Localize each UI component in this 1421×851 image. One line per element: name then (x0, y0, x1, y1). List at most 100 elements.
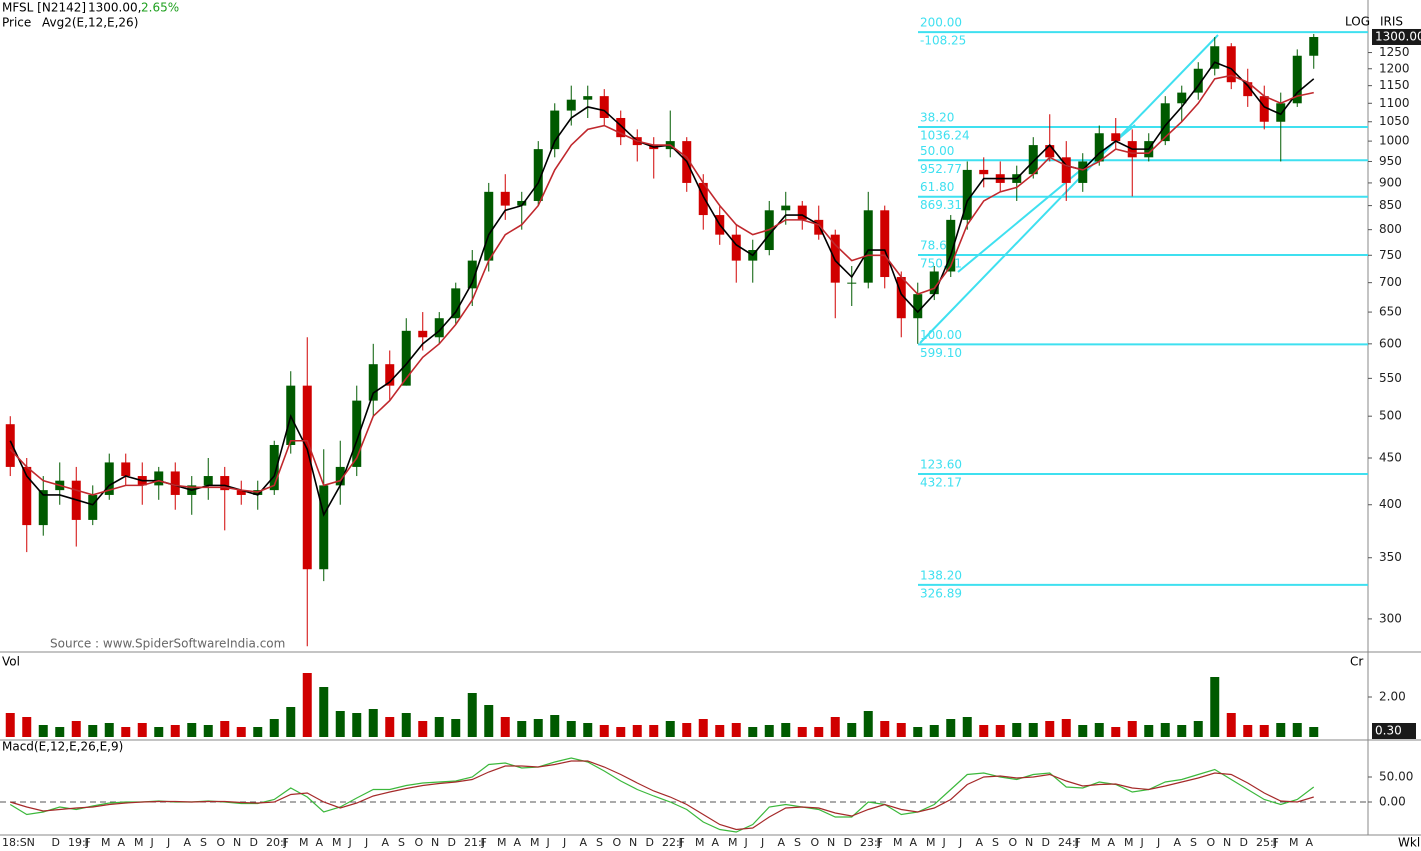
x-tick-label: J (348, 836, 352, 849)
volume-bar (22, 717, 32, 737)
volume-bar (616, 727, 626, 737)
x-tick-label: A (514, 836, 522, 849)
volume-unit: Cr (1350, 655, 1363, 669)
x-tick-label: J (1140, 836, 1144, 849)
fib-trend-line (919, 34, 1219, 344)
volume-bar (929, 725, 939, 737)
volume-bar (1193, 721, 1203, 737)
fib-price-label: 432.17 (920, 476, 962, 490)
y-tick-label: 450 (1379, 451, 1402, 465)
volume-bar (104, 723, 114, 737)
volume-bar (979, 725, 989, 737)
candle-body (385, 364, 395, 386)
candle-body (484, 191, 494, 261)
fib-pct-label: 138.20 (920, 568, 962, 582)
y-tick-label: 650 (1379, 305, 1402, 319)
x-tick-label: D (1042, 836, 1050, 849)
x-tick-label: M (728, 836, 738, 849)
y-tick-label: 1150 (1379, 78, 1410, 92)
candle-body (467, 260, 477, 289)
x-tick-label: F (877, 836, 883, 849)
volume-bar (154, 727, 164, 737)
x-tick-label: M (134, 836, 144, 849)
x-tick-label: M (926, 836, 936, 849)
candle-body (1045, 145, 1055, 158)
macd-title: Macd(E,12,E,26,E,9) (2, 740, 123, 754)
fib-price-label: 750.51 (920, 257, 962, 271)
x-tick-label: M (695, 836, 705, 849)
volume-bar (533, 719, 543, 737)
x-tick-label: M (332, 836, 342, 849)
x-tick-label: A (1108, 836, 1116, 849)
x-tick-label: F (85, 836, 91, 849)
x-tick-label: 18:SN (2, 836, 35, 849)
volume-bar (88, 725, 98, 737)
volume-bar (550, 715, 560, 737)
x-tick-label: 20:J (266, 836, 287, 849)
x-tick-label: J (150, 836, 154, 849)
volume-bar (517, 721, 527, 737)
fib-pct-label: 200.00 (920, 16, 962, 30)
volume-bar (1061, 719, 1071, 737)
volume-bar (698, 719, 708, 737)
x-tick-label: S (398, 836, 405, 849)
volume-bar (5, 713, 15, 737)
change-text: 2.65% (141, 1, 179, 15)
volume-bar (962, 717, 972, 737)
volume-bar (1243, 725, 1253, 737)
volume-bar (847, 723, 857, 737)
macd-line (10, 760, 1314, 831)
candle-body (1078, 161, 1088, 183)
candle-body (1226, 46, 1236, 83)
volume-bar (71, 721, 81, 737)
volume-bar (352, 713, 362, 737)
volume-bar (913, 727, 923, 737)
candle-body (319, 485, 329, 570)
volume-bar (319, 687, 329, 737)
x-tick-label: S (1190, 836, 1197, 849)
fib-pct-label: 123.60 (920, 458, 962, 472)
price-text: 1300.00, (88, 1, 141, 15)
x-tick-label: N (827, 836, 835, 849)
x-tick-label: A (910, 836, 918, 849)
volume-bar (764, 725, 774, 737)
volume-title: Vol (2, 655, 20, 669)
candle-body (203, 476, 213, 486)
x-tick-label: J (760, 836, 764, 849)
candle-body (154, 471, 164, 486)
candle-body (1292, 55, 1302, 104)
last-value-box (1372, 28, 1421, 45)
moving-average (9, 74, 1314, 496)
x-axis-label: Wkl (1398, 836, 1420, 850)
candle-body (88, 494, 98, 520)
candle-body (517, 200, 527, 206)
candle-body (533, 149, 543, 201)
candle-body (170, 471, 180, 495)
x-tick-label: M (1091, 836, 1101, 849)
y-tick-label: 1200 (1379, 61, 1410, 75)
candle-body (946, 219, 956, 272)
volume-bar (946, 719, 956, 737)
candle-body (1094, 133, 1104, 162)
x-tick-label: F (1075, 836, 1081, 849)
y-tick-label: 950 (1379, 154, 1402, 168)
candle-body (781, 205, 791, 211)
x-tick-label: M (497, 836, 507, 849)
volume-bar (1111, 727, 1121, 737)
x-tick-label: N (1025, 836, 1033, 849)
y-tick-label: 850 (1379, 198, 1402, 212)
volume-bar (302, 673, 312, 737)
volume-bar (1226, 713, 1236, 737)
candle-body (1111, 133, 1121, 142)
candle-body (418, 330, 428, 338)
candle-body (500, 191, 510, 206)
volume-bar (38, 725, 48, 737)
fib-pct-label: 50.00 (920, 144, 954, 158)
x-tick-label: A (118, 836, 126, 849)
candle-body (599, 96, 609, 118)
candle-body (566, 99, 576, 111)
candle-body (1177, 92, 1187, 104)
candle-body (913, 294, 923, 319)
